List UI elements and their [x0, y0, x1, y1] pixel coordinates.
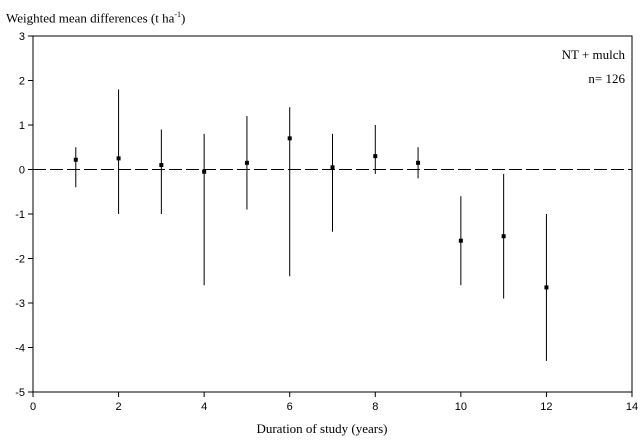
y-tick-label: -1 [15, 209, 25, 221]
x-tick-label: 4 [201, 401, 207, 413]
data-point [544, 285, 549, 290]
data-point [244, 160, 249, 165]
data-point [287, 136, 292, 141]
y-axis-label-prefix: Weighted mean differences (t ha [6, 10, 175, 26]
x-tick-label: 8 [372, 401, 378, 413]
data-point [373, 154, 378, 159]
series-annotation: NT + mulch [561, 47, 625, 62]
y-axis-label-superscript: -1 [174, 10, 182, 19]
y-axis-label-suffix: ) [181, 10, 186, 26]
data-point [159, 163, 164, 168]
data-point [202, 169, 207, 174]
y-tick-label: 3 [19, 31, 25, 43]
x-axis-ticks: 0 2 4 6 8 10 12 14 [30, 392, 638, 413]
data-points [73, 136, 549, 290]
y-tick-label: 2 [19, 76, 25, 88]
y-tick-label: -4 [15, 343, 25, 355]
x-tick-label: 14 [626, 401, 638, 413]
x-tick-label: 10 [455, 401, 467, 413]
y-tick-label: -5 [15, 387, 25, 399]
x-tick-label: 12 [540, 401, 552, 413]
data-point [458, 238, 463, 243]
data-point [116, 156, 121, 161]
error-bars [75, 89, 547, 361]
x-tick-label: 0 [30, 401, 36, 413]
y-tick-label: 0 [19, 165, 25, 177]
y-tick-label: -3 [15, 298, 25, 310]
y-tick-label: -2 [15, 254, 25, 266]
x-tick-label: 2 [116, 401, 122, 413]
x-axis-label: Duration of study (years) [256, 421, 388, 436]
data-point [501, 234, 506, 239]
y-axis-ticks: -5 -4 -3 -2 -1 0 1 2 3 [15, 31, 33, 399]
y-tick-label: 1 [19, 120, 25, 132]
data-point [73, 157, 78, 162]
data-point [330, 165, 335, 170]
sample-size-annotation: n= 126 [588, 71, 625, 86]
y-axis-label: Weighted mean differences (t ha-1) [6, 10, 185, 26]
x-tick-label: 6 [287, 401, 293, 413]
data-point [416, 160, 421, 165]
